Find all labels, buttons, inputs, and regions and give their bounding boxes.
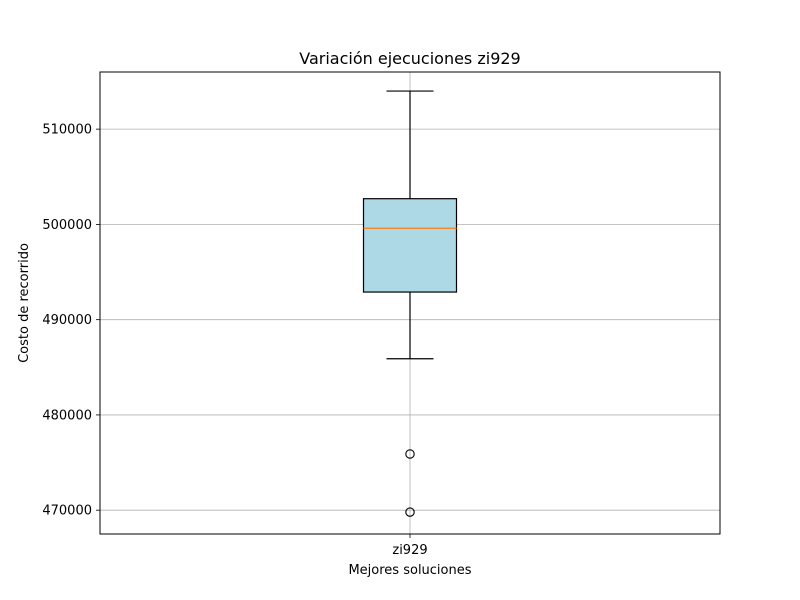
y-axis-ticks: 470000 480000 490000 500000 510000 [42, 123, 100, 519]
x-axis-ticks: zi929 [392, 534, 428, 558]
y-axis-label: Costo de recorrido [17, 243, 32, 363]
outlier-point [405, 449, 415, 459]
x-axis-label: Mejores soluciones [348, 563, 471, 578]
box-layer [362, 90, 458, 517]
x-tick-label: zi929 [392, 543, 427, 558]
y-tick-label: 510000 [42, 123, 92, 138]
y-tick-label: 470000 [42, 504, 92, 519]
y-tick-label: 500000 [42, 218, 92, 233]
interquartile-box [362, 198, 458, 293]
y-tick-label: 490000 [42, 313, 92, 328]
chart-title: Variación ejecuciones zi929 [299, 49, 520, 68]
outlier-point [405, 507, 415, 517]
y-tick-label: 480000 [42, 408, 92, 423]
